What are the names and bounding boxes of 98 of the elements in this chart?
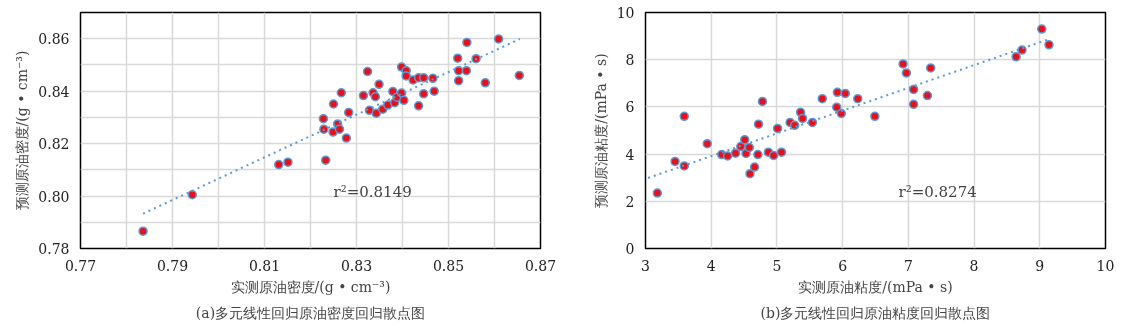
point bbox=[341, 133, 352, 143]
y-tick-label: 0.80 bbox=[38, 188, 70, 205]
point bbox=[722, 151, 733, 161]
point bbox=[187, 190, 198, 200]
x-axis-title: 实测原油密度/(g • cm⁻³) bbox=[230, 278, 391, 295]
point bbox=[1044, 40, 1054, 50]
y-tick-label: 2 bbox=[625, 193, 635, 210]
y-axis-title: 预测原油密度/(g • cm⁻³) bbox=[14, 50, 31, 211]
point bbox=[776, 147, 787, 157]
point bbox=[318, 113, 329, 124]
point bbox=[453, 75, 464, 86]
point bbox=[429, 86, 439, 96]
point bbox=[925, 63, 936, 73]
point bbox=[358, 90, 369, 101]
x-tick-label: 6 bbox=[838, 257, 848, 274]
y-tick-label: 0.78 bbox=[38, 241, 70, 257]
point bbox=[853, 93, 863, 104]
point bbox=[679, 161, 690, 171]
y-tick-label: 0.84 bbox=[38, 83, 70, 100]
x-tick-label: 0.79 bbox=[156, 257, 189, 274]
point bbox=[817, 93, 828, 104]
point bbox=[908, 84, 919, 95]
x-tick-label: 0.83 bbox=[340, 257, 373, 274]
x-tick-label: 10 bbox=[1096, 257, 1115, 274]
point bbox=[462, 37, 472, 48]
point bbox=[336, 88, 347, 98]
point bbox=[138, 226, 148, 236]
y-tick-label: 6 bbox=[625, 99, 635, 116]
y-tick-label: 8 bbox=[625, 52, 635, 69]
text: (b)多元线性回归原油粘度回归散点图 bbox=[760, 304, 991, 321]
point bbox=[679, 111, 690, 122]
y-tick-label: 10 bbox=[616, 5, 635, 21]
x-tick-label: 5 bbox=[772, 257, 782, 274]
x-tick-label: 0.81 bbox=[248, 257, 281, 274]
point bbox=[461, 65, 472, 76]
point bbox=[898, 59, 908, 69]
point bbox=[730, 148, 741, 158]
point bbox=[702, 138, 713, 149]
point bbox=[514, 70, 525, 81]
point bbox=[343, 107, 354, 118]
point bbox=[320, 155, 331, 165]
point bbox=[757, 96, 768, 107]
point bbox=[480, 78, 491, 88]
point bbox=[652, 188, 663, 198]
y-axis-title: 预测原油粘度/(mPa • s) bbox=[592, 53, 609, 208]
x-tick-label: 0.77 bbox=[64, 257, 97, 274]
point bbox=[493, 34, 504, 44]
point bbox=[334, 124, 345, 134]
point bbox=[832, 87, 843, 98]
x-tick-label: 0.87 bbox=[524, 257, 557, 274]
x-axis-title: 实测原油粘度/(mPa • s) bbox=[798, 278, 953, 295]
point bbox=[274, 159, 284, 170]
y-tick-label: 4 bbox=[625, 146, 635, 163]
point bbox=[283, 157, 293, 167]
point bbox=[840, 88, 851, 99]
point bbox=[870, 111, 880, 122]
point bbox=[753, 149, 763, 160]
point bbox=[836, 108, 847, 119]
point bbox=[797, 113, 808, 124]
point bbox=[413, 101, 424, 111]
point bbox=[739, 134, 750, 145]
point bbox=[401, 71, 411, 81]
point bbox=[362, 66, 373, 77]
point bbox=[922, 90, 933, 101]
point bbox=[399, 95, 409, 106]
point bbox=[772, 123, 783, 134]
point bbox=[807, 117, 818, 128]
point bbox=[371, 108, 382, 118]
point bbox=[749, 162, 760, 172]
point bbox=[908, 99, 919, 110]
text: (a)多元线性回归原油密度回归散点图 bbox=[195, 304, 426, 321]
point bbox=[328, 99, 339, 109]
x-tick-label: 3 bbox=[641, 257, 650, 274]
point bbox=[670, 156, 680, 167]
point bbox=[901, 68, 912, 78]
point bbox=[1011, 52, 1021, 62]
point bbox=[374, 79, 384, 90]
point bbox=[1037, 24, 1047, 34]
annotation: r²=0.8274 bbox=[898, 183, 977, 202]
x-tick-label: 7 bbox=[903, 257, 913, 274]
y-tick-label: 0.82 bbox=[38, 136, 70, 153]
point bbox=[831, 102, 842, 112]
y-tick-label: 0 bbox=[625, 241, 635, 257]
point bbox=[452, 53, 463, 63]
point bbox=[418, 73, 429, 83]
y-tick-label: 0.86 bbox=[38, 31, 70, 48]
annotation: r²=0.8149 bbox=[333, 183, 412, 202]
x-tick-label: 8 bbox=[969, 257, 979, 274]
point bbox=[744, 142, 755, 153]
point bbox=[745, 168, 755, 179]
point bbox=[319, 124, 329, 134]
point bbox=[768, 150, 779, 161]
point bbox=[370, 91, 381, 102]
point bbox=[418, 89, 429, 99]
point bbox=[753, 119, 764, 129]
x-tick-label: 9 bbox=[1035, 257, 1045, 274]
x-tick-label: 4 bbox=[706, 257, 716, 274]
x-tick-label: 0.85 bbox=[432, 257, 465, 274]
